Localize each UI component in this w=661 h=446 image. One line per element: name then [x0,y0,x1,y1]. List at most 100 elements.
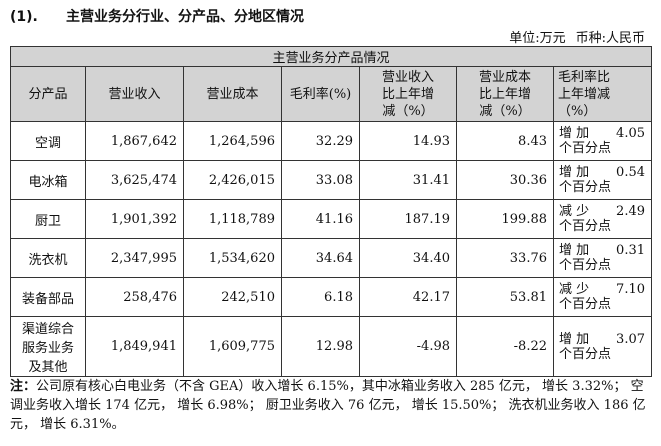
column-header: 营业成本 [183,66,282,122]
product-name-cell: 电冰箱 [10,160,86,200]
margin-change-cell: 减 少 7.10 个百分点 [553,277,652,317]
change-unit: 个百分点 [559,141,612,156]
section-heading: (1). 主营业务分行业、分产品、分地区情况 [10,6,304,26]
product-name-line: 装备部品 [21,291,74,307]
change-value: 7.10 [616,282,645,297]
cost-change-cell: 53.81 [456,277,554,317]
change-direction: 增 加 [559,126,590,141]
header-line: 营业收入 [108,86,161,102]
cost-cell: 242,510 [183,277,282,317]
cost-cell: 1,609,775 [183,316,282,377]
cost-cell: 1,264,596 [183,121,282,161]
margin-change-cell: 减 少 2.49 个百分点 [553,199,652,239]
margin-cell: 34.64 [281,238,360,278]
footnote-label: 注： [10,379,37,394]
unit-label: 单位:万元 [509,31,566,46]
cost-change-cell: 30.36 [456,160,554,200]
section-number: (1). [10,9,38,25]
revenue-cell: 258,476 [85,277,184,317]
revenue-change-cell: -4.98 [359,316,457,377]
header-line: 减（%） [479,103,531,119]
revenue-cell: 1,849,941 [85,316,184,377]
cost-cell: 1,534,620 [183,238,282,278]
product-name-line: 厨卫 [34,213,61,229]
change-value: 0.31 [616,243,645,258]
table-row: 渠道综合 服务业务 及其他 1,849,941 1,609,775 12.98 -4.98-… [10,316,652,377]
revenue-cell: 1,867,642 [85,121,184,161]
header-line: 比上年增 [381,86,434,102]
table-body: 空调 1,867,642 1,264,596 32.29 14.93 8.43 增 加 4.0… [10,121,652,377]
change-direction: 增 加 [559,243,590,258]
change-value: 4.05 [616,126,645,141]
change-value: 2.49 [616,204,645,219]
change-direction: 增 加 [559,331,590,347]
header-line: （%） [558,103,597,119]
header-line: 毛利率比 [558,69,611,85]
revenue-change-cell: 31.41 [359,160,457,200]
product-name-line: 洗衣机 [28,252,68,268]
column-header: 营业收入 比上年增 减（%） [359,66,457,122]
product-name-cell: 洗衣机 [10,238,86,278]
column-header: 营业收入 [85,66,184,122]
product-name-cell: 厨卫 [10,199,86,239]
header-line: 减（%） [382,103,434,119]
product-name-line: 及其他 [28,360,68,375]
revenue-change-cell: 42.17 [359,277,457,317]
header-row: 分产品 营业收入 营业成本 毛利率(%) 营业收入 比上年增 减（%） 营业成本 比上年增 减（%… [10,66,652,122]
margin-cell: 41.16 [281,199,360,239]
margin-change-cell: 增 加 0.31 个百分点 [553,238,652,278]
header-line: 营业成本 [206,86,259,102]
change-unit: 个百分点 [559,297,612,312]
unit-line: 单位:万元 币种:人民币 [499,27,645,46]
product-name-line: 空调 [34,135,61,151]
table-row: 洗衣机 2,347,995 1,534,620 34.64 34.40 33.76 增 加 0… [10,238,652,278]
change-unit: 个百分点 [559,346,612,362]
footnote: 注：公司原有核心白电业务（不含 GEA）收入增长 6.15%，其中冰箱业务收入 … [10,377,651,434]
header-line: 比上年增 [478,86,531,102]
table-title: 主营业务分产品情况 [10,46,652,67]
revenue-change-cell: 34.40 [359,238,457,278]
cost-change-cell: 8.43 [456,121,554,161]
product-revenue-table: 主营业务分产品情况 分产品 营业收入 营业成本 毛利率(%) 营业收入 比上年增 减（%）营… [10,46,652,377]
margin-cell: 6.18 [281,277,360,317]
change-unit: 个百分点 [559,180,612,195]
header-line: 分产品 [28,86,68,102]
cost-change-cell: 199.88 [456,199,554,239]
change-direction: 减 少 [559,282,590,297]
revenue-cell: 2,347,995 [85,238,184,278]
table-row: 厨卫 1,901,392 1,118,789 41.16 187.19 199.88 减 少… [10,199,652,239]
cost-change-cell: -8.22 [456,316,554,377]
product-name-line: 服务业务 [21,341,74,356]
header-line: 营业收入 [381,69,434,85]
product-name-line: 电冰箱 [28,174,68,190]
header-line: 营业成本 [478,69,531,85]
product-name-cell: 空调 [10,121,86,161]
table-row: 电冰箱 3,625,474 2,426,015 33.08 31.41 30.36 增 加 0… [10,160,652,200]
cost-cell: 2,426,015 [183,160,282,200]
header-line: 毛利率(%) [289,86,352,102]
change-direction: 增 加 [559,165,590,180]
section-title: 主营业务分行业、分产品、分地区情况 [66,9,304,25]
revenue-change-cell: 187.19 [359,199,457,239]
product-name-cell: 装备部品 [10,277,86,317]
margin-change-cell: 增 加 0.54 个百分点 [553,160,652,200]
change-direction: 减 少 [559,204,590,219]
margin-change-cell: 增 加 4.05 个百分点 [553,121,652,161]
change-value: 3.07 [616,331,645,347]
margin-cell: 32.29 [281,121,360,161]
product-name-line: 渠道综合 [21,322,74,337]
column-header: 毛利率(%) [281,66,360,122]
change-value: 0.54 [616,165,645,180]
footnote-text: 公司原有核心白电业务（不含 GEA）收入增长 6.15%，其中冰箱业务收入 28… [10,379,646,432]
header-line: 上年增减 [558,86,611,102]
margin-cell: 12.98 [281,316,360,377]
margin-change-cell: 增 加 3.07 个百分点 [553,316,652,377]
revenue-change-cell: 14.93 [359,121,457,161]
revenue-cell: 1,901,392 [85,199,184,239]
table-row: 空调 1,867,642 1,264,596 32.29 14.93 8.43 增 加 4.0… [10,121,652,161]
column-header: 营业成本 比上年增 减（%） [456,66,554,122]
currency-label: 币种:人民币 [575,31,645,46]
change-unit: 个百分点 [559,219,612,234]
table-row: 装备部品 258,476 242,510 6.18 42.17 53.81 减 少 7.10 个… [10,277,652,317]
product-name-cell: 渠道综合服务业务及其他 [10,316,86,377]
